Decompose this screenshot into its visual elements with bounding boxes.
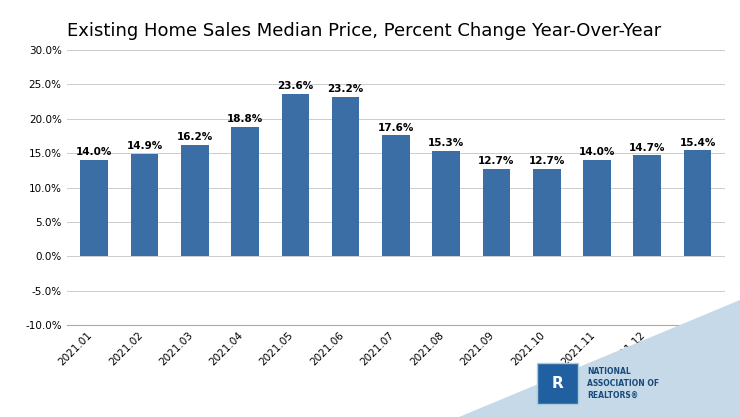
Text: 15.4%: 15.4%: [679, 138, 716, 148]
Bar: [382, 136, 410, 256]
Text: Existing Home Sales Median Price, Percent Change Year-Over-Year: Existing Home Sales Median Price, Percen…: [67, 22, 661, 40]
Bar: [131, 154, 158, 256]
Bar: [231, 127, 259, 256]
Text: 12.7%: 12.7%: [528, 156, 565, 166]
Bar: [281, 94, 309, 256]
Text: 17.6%: 17.6%: [377, 123, 414, 133]
Text: 15.3%: 15.3%: [428, 138, 464, 148]
Text: 23.6%: 23.6%: [278, 81, 314, 91]
Bar: [432, 151, 460, 256]
Bar: [181, 145, 209, 256]
Bar: [684, 151, 711, 256]
Text: NATIONAL
ASSOCIATION OF
REALTORS®: NATIONAL ASSOCIATION OF REALTORS®: [587, 367, 659, 400]
Text: 14.7%: 14.7%: [629, 143, 665, 153]
Text: 16.2%: 16.2%: [177, 132, 213, 142]
Bar: [583, 160, 610, 256]
Bar: [482, 169, 511, 256]
Text: 14.9%: 14.9%: [127, 141, 163, 151]
Text: 14.0%: 14.0%: [579, 147, 615, 157]
Text: 18.8%: 18.8%: [227, 114, 263, 124]
Bar: [332, 97, 360, 256]
Bar: [533, 169, 561, 256]
Bar: [81, 160, 108, 256]
Text: R: R: [552, 376, 563, 391]
Bar: [633, 155, 661, 256]
Text: 23.2%: 23.2%: [328, 84, 364, 94]
Text: 12.7%: 12.7%: [478, 156, 514, 166]
Text: 14.0%: 14.0%: [76, 147, 112, 157]
